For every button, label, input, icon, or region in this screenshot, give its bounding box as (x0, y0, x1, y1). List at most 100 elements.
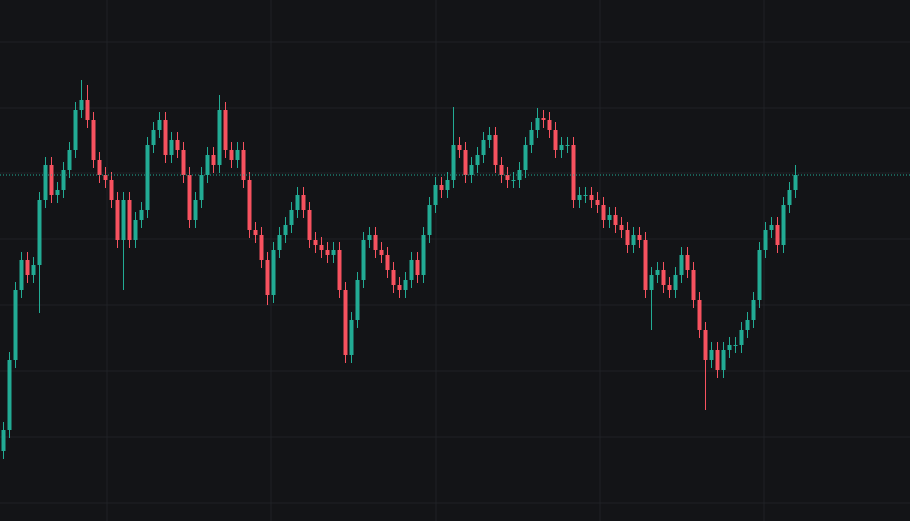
candle-body (187, 175, 192, 220)
candle-body (625, 230, 630, 245)
candle-body (769, 225, 774, 230)
candle-body (751, 300, 756, 320)
candle-body (31, 265, 36, 275)
candle-body (481, 140, 486, 155)
candle-body (649, 275, 654, 290)
candle-body (721, 350, 726, 370)
candle-body (259, 235, 264, 260)
candle-body (115, 200, 120, 240)
candle-body (271, 250, 276, 295)
candle-body (307, 210, 312, 240)
candle-body (67, 150, 72, 170)
candle-body (169, 140, 174, 155)
candle-body (325, 250, 330, 255)
candle-body (553, 130, 558, 150)
candle-body (679, 255, 684, 275)
candle-body (55, 190, 60, 195)
candle-body (283, 225, 288, 235)
candle-body (181, 150, 186, 175)
candle-body (217, 110, 222, 165)
candle-body (91, 120, 96, 160)
candle-body (763, 230, 768, 250)
candle-body (739, 330, 744, 345)
candle-body (193, 200, 198, 220)
candle-body (451, 145, 456, 180)
candle-body (379, 250, 384, 255)
candle-body (715, 350, 720, 370)
candle-body (577, 195, 582, 200)
candle-body (601, 205, 606, 220)
candle-body (535, 118, 540, 130)
candle-body (655, 270, 660, 275)
candle-body (19, 260, 24, 290)
candle-body (427, 205, 432, 235)
candle-body (73, 110, 78, 150)
candle-body (457, 145, 462, 150)
candle-body (637, 235, 642, 240)
candle-body (733, 345, 738, 346)
candle-body (85, 100, 90, 120)
candle-body (229, 150, 234, 160)
candle-body (673, 275, 678, 290)
candle-body (559, 145, 564, 150)
candle-body (295, 195, 300, 210)
candle-body (511, 180, 516, 181)
candle-body (445, 180, 450, 190)
candle-body (475, 155, 480, 165)
candle-body (253, 230, 258, 235)
candle-body (523, 145, 528, 170)
candle-body (409, 260, 414, 280)
candle-body (547, 120, 552, 130)
candle-body (247, 180, 252, 230)
candle-body (595, 200, 600, 205)
candle-body (235, 150, 240, 160)
candle-body (211, 155, 216, 165)
candle-body (61, 170, 66, 190)
candle-body (415, 260, 420, 275)
candle-body (79, 100, 84, 110)
candle-body (757, 250, 762, 300)
candle-body (775, 225, 780, 245)
candle-body (697, 300, 702, 330)
candle-body (367, 235, 372, 240)
candle-body (139, 210, 144, 220)
candle-body (199, 175, 204, 200)
candle-body (607, 215, 612, 220)
candle-body (613, 215, 618, 225)
candle-body (397, 285, 402, 290)
candle-body (205, 155, 210, 175)
candle-body (793, 175, 798, 190)
candle-body (133, 220, 138, 240)
candle-body (337, 250, 342, 290)
candle-body (541, 118, 546, 120)
candle-body (691, 270, 696, 300)
candle-body (403, 280, 408, 290)
candle-body (661, 270, 666, 285)
candle-body (565, 145, 570, 146)
candle-body (685, 255, 690, 270)
candle-body (487, 135, 492, 140)
candle-body (37, 200, 42, 265)
candle-body (589, 195, 594, 200)
candle-body (787, 190, 792, 205)
candle-body (223, 110, 228, 150)
candle-body (121, 200, 126, 240)
candle-body (1, 430, 6, 451)
candle-body (277, 235, 282, 250)
candle-body (499, 165, 504, 175)
candle-body (493, 135, 498, 165)
candle-body (727, 345, 732, 350)
candle-body (313, 240, 318, 245)
candle-body (13, 290, 18, 360)
candle-body (289, 210, 294, 225)
candle-body (391, 270, 396, 285)
candle-body (583, 195, 588, 196)
candle-body (571, 145, 576, 200)
candle-body (703, 330, 708, 360)
candle-body (109, 180, 114, 200)
candle-body (463, 150, 468, 175)
candle-body (319, 245, 324, 250)
